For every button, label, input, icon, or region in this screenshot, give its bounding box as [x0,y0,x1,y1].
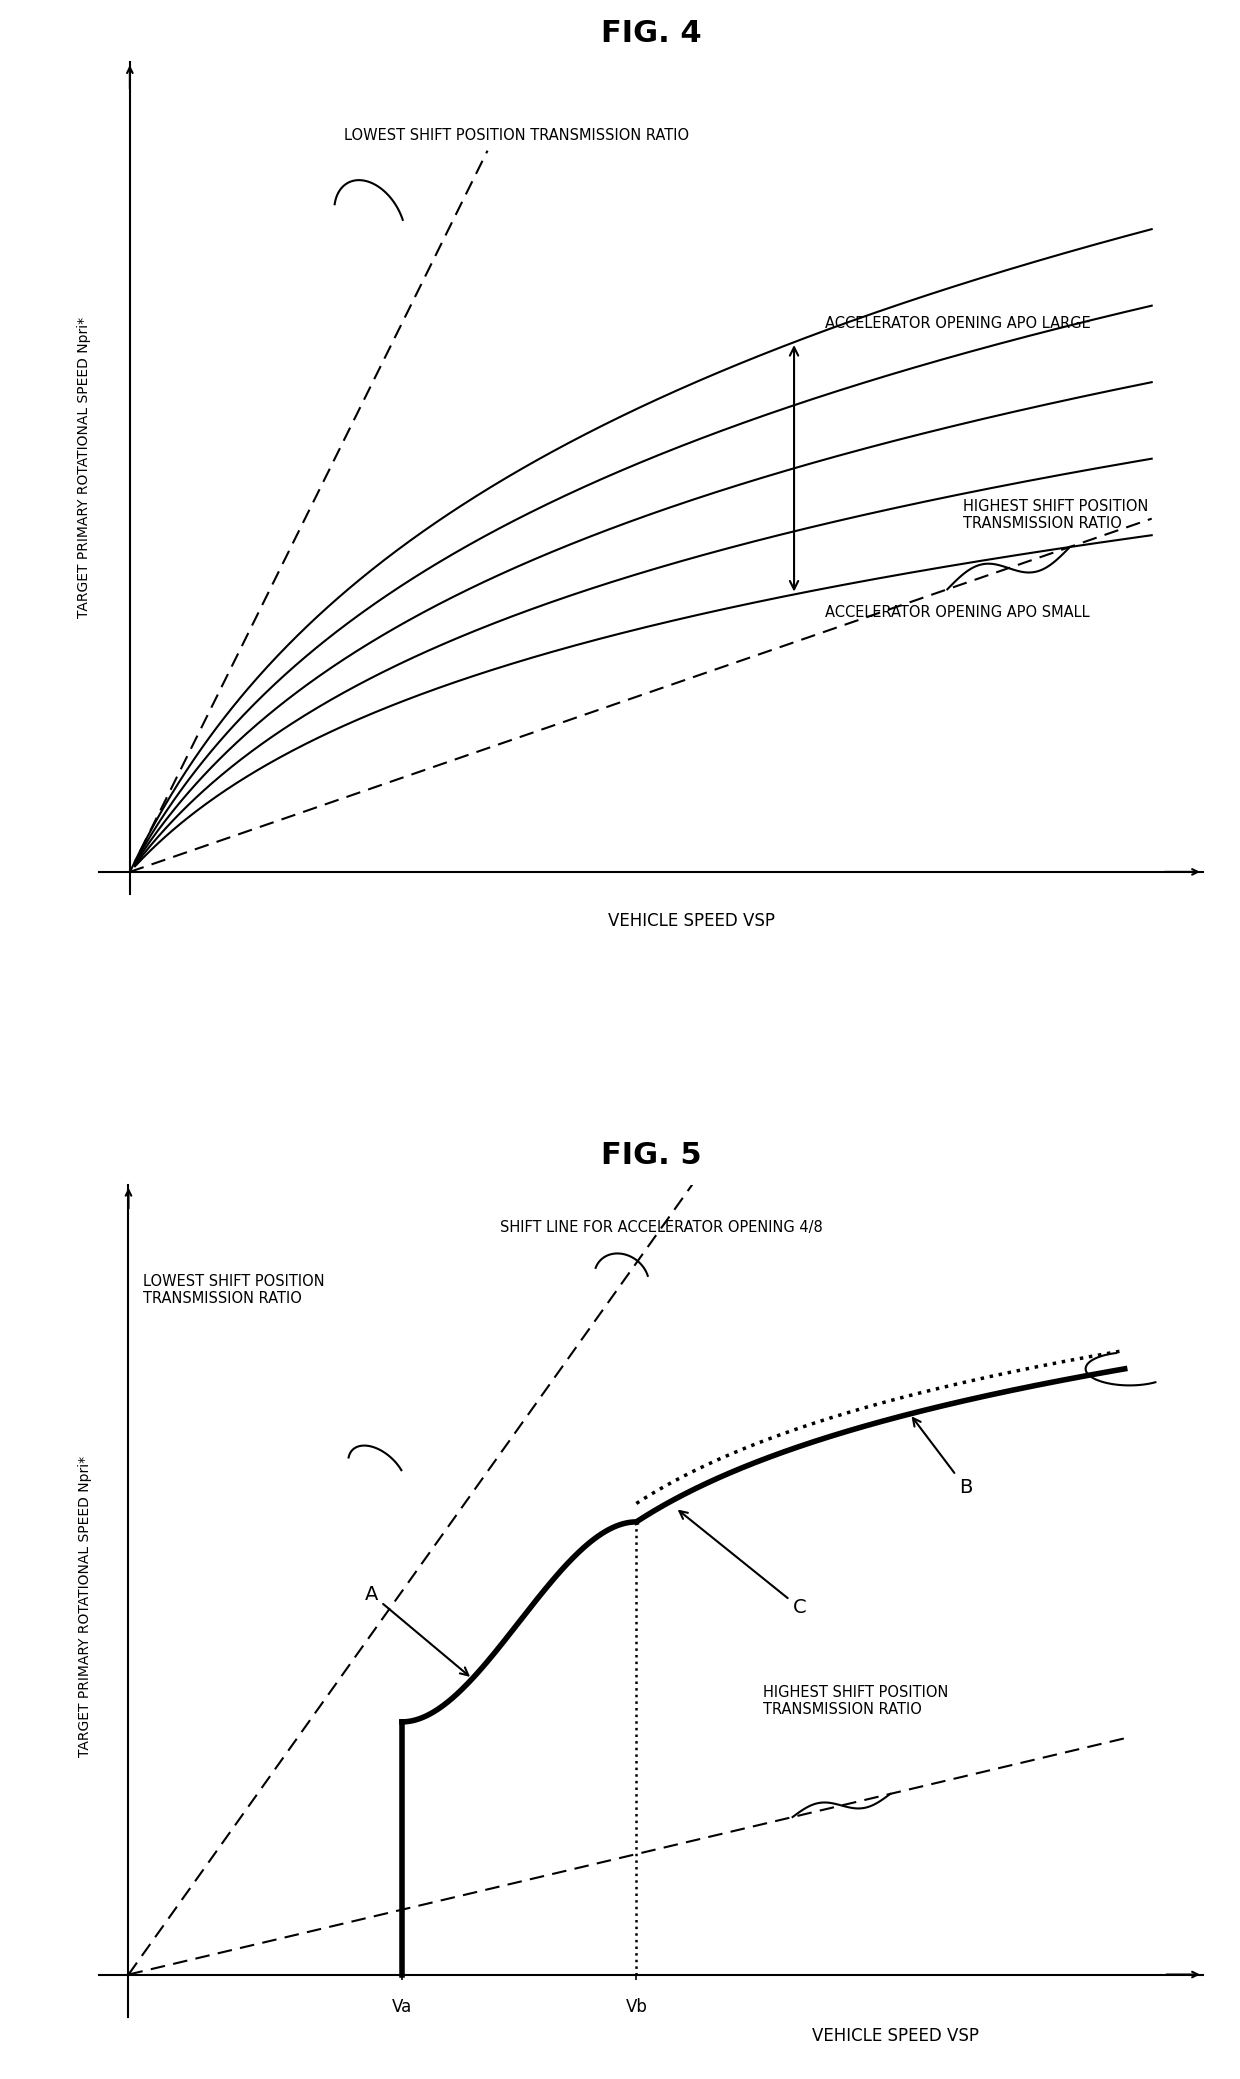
Text: VEHICLE SPEED VSP: VEHICLE SPEED VSP [812,2027,980,2046]
Text: Va: Va [392,1998,412,2017]
Text: C: C [680,1511,806,1617]
Title: FIG. 4: FIG. 4 [600,19,702,48]
Text: B: B [913,1418,972,1497]
Text: Vb: Vb [625,1998,647,2017]
Text: TARGET PRIMARY ROTATIONAL SPEED Npri*: TARGET PRIMARY ROTATIONAL SPEED Npri* [78,1455,92,1757]
Text: LOWEST SHIFT POSITION TRANSMISSION RATIO: LOWEST SHIFT POSITION TRANSMISSION RATIO [345,129,689,143]
Text: SHIFT LINE FOR ACCELERATOR OPENING 4/8: SHIFT LINE FOR ACCELERATOR OPENING 4/8 [500,1220,822,1235]
Title: FIG. 5: FIG. 5 [600,1141,702,1170]
Text: A: A [365,1584,469,1676]
Text: TARGET PRIMARY ROTATIONAL SPEED Npri*: TARGET PRIMARY ROTATIONAL SPEED Npri* [77,316,91,617]
Text: HIGHEST SHIFT POSITION
TRANSMISSION RATIO: HIGHEST SHIFT POSITION TRANSMISSION RATI… [962,499,1148,530]
Text: ACCELERATOR OPENING APO SMALL: ACCELERATOR OPENING APO SMALL [825,605,1089,620]
Text: LOWEST SHIFT POSITION
TRANSMISSION RATIO: LOWEST SHIFT POSITION TRANSMISSION RATIO [143,1274,325,1306]
Text: HIGHEST SHIFT POSITION
TRANSMISSION RATIO: HIGHEST SHIFT POSITION TRANSMISSION RATI… [764,1684,949,1717]
Text: ACCELERATOR OPENING APO LARGE: ACCELERATOR OPENING APO LARGE [825,316,1090,331]
Text: VEHICLE SPEED VSP: VEHICLE SPEED VSP [609,913,775,931]
